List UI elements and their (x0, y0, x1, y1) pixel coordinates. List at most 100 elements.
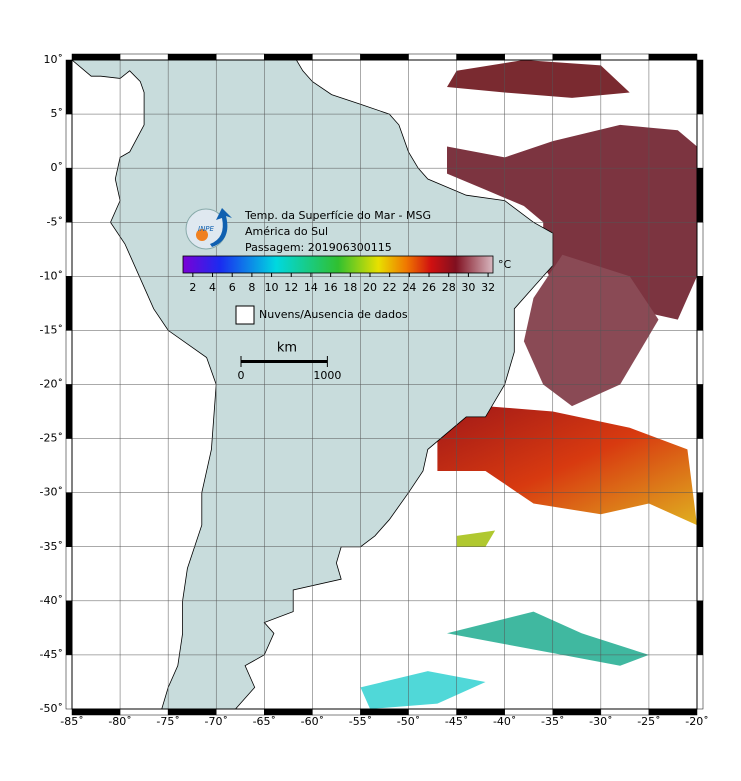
frame-band (696, 113, 704, 169)
frame-band (119, 708, 169, 716)
frame-band (696, 438, 704, 493)
sst-cold (447, 611, 649, 666)
frame-band (312, 708, 361, 716)
colorbar-tick-label: 18 (343, 281, 357, 294)
colorbar-tick-label: 24 (402, 281, 416, 294)
y-tick-label: -45˚ (40, 648, 63, 661)
frame-band (65, 438, 73, 493)
frame-band (65, 654, 73, 710)
frame-band (65, 113, 73, 169)
frame-band (552, 708, 602, 716)
frame-band (167, 708, 217, 716)
colorbar-tick-label: 4 (209, 281, 216, 294)
y-tick-label: -25˚ (40, 432, 63, 445)
frame-band (696, 492, 704, 547)
frame-band (65, 276, 73, 331)
frame-band (408, 53, 457, 61)
x-tick-label: -45˚ (445, 715, 468, 728)
scale-bar (241, 360, 328, 363)
x-tick-label: -65˚ (253, 715, 276, 728)
frame-band (65, 600, 73, 656)
colorbar-unit: °C (498, 258, 512, 271)
frame-band (119, 53, 169, 61)
frame-band (65, 167, 73, 223)
colorbar-tick-label: 12 (284, 281, 298, 294)
x-tick-label: -70˚ (204, 715, 227, 728)
frame-band (65, 330, 73, 385)
y-tick-label: -35˚ (40, 540, 63, 553)
x-tick-label: -85˚ (60, 715, 83, 728)
x-tick-label: -35˚ (541, 715, 564, 728)
sst-cold (360, 671, 486, 709)
scale-tick-label: 1000 (313, 369, 341, 382)
frame-band (65, 59, 73, 115)
colorbar-tick-label: 14 (304, 281, 318, 294)
sst-top (447, 60, 630, 98)
frame-band (600, 708, 650, 716)
frame-band (696, 167, 704, 223)
x-tick-label: -60˚ (301, 715, 324, 728)
sst-south (437, 406, 697, 526)
x-tick-label: -50˚ (397, 715, 420, 728)
y-tick-label: -50˚ (40, 702, 63, 715)
frame-band (696, 276, 704, 331)
scale-tick-label: 0 (238, 369, 245, 382)
frame-band (648, 708, 698, 716)
colorbar-tick-label: 16 (324, 281, 338, 294)
x-tick-label: -20˚ (685, 715, 708, 728)
sst-green (456, 530, 496, 547)
y-tick-label: -10˚ (40, 269, 63, 282)
frame-band (552, 53, 602, 61)
x-tick-label: -55˚ (349, 715, 372, 728)
y-tick-label: -20˚ (40, 378, 63, 391)
colorbar-tick-label: 32 (481, 281, 495, 294)
frame-band (504, 708, 554, 716)
frame-band (215, 53, 265, 61)
logo-text: INPE (198, 225, 215, 233)
frame-band (456, 53, 505, 61)
y-tick-label: -15˚ (40, 323, 63, 336)
y-tick-label: -5˚ (47, 215, 63, 228)
colorbar-tick-label: 6 (229, 281, 236, 294)
colorbar-tick-label: 8 (248, 281, 255, 294)
y-tick-label: -30˚ (40, 486, 63, 499)
frame-band (696, 546, 704, 602)
frame-band (696, 600, 704, 656)
frame-band (600, 53, 650, 61)
x-tick-label: -25˚ (637, 715, 660, 728)
colorbar-tick-label: 10 (265, 281, 279, 294)
colorbar-tick-label: 2 (189, 281, 196, 294)
frame-band (456, 708, 505, 716)
x-tick-label: -75˚ (156, 715, 179, 728)
x-tick-label: -30˚ (589, 715, 612, 728)
title-line: América do Sul (245, 225, 328, 238)
frame-band (215, 708, 265, 716)
colorbar-tick-label: 20 (363, 281, 377, 294)
frame-band (65, 546, 73, 602)
frame-band (65, 222, 73, 277)
frame-band (264, 708, 313, 716)
frame-band (264, 53, 313, 61)
frame-band (360, 708, 409, 716)
colorbar (182, 255, 494, 274)
frame-band (71, 53, 121, 61)
frame-band (504, 53, 554, 61)
logo-dot (196, 229, 208, 241)
legend-swatch (235, 305, 255, 325)
logo-arrow (210, 208, 232, 247)
colorbar-tick-label: 22 (383, 281, 397, 294)
frame-band (360, 53, 409, 61)
y-tick-label: 10˚ (44, 53, 64, 66)
frame-band (696, 654, 704, 710)
x-tick-label: -80˚ (108, 715, 131, 728)
x-tick-label: -40˚ (493, 715, 516, 728)
frame-band (696, 222, 704, 277)
frame-band (312, 53, 361, 61)
frame-band (167, 53, 217, 61)
title-line: Temp. da Superfície do Mar - MSG (244, 209, 431, 222)
y-tick-label: -40˚ (40, 594, 63, 607)
frame-band (71, 708, 121, 716)
frame-band (696, 330, 704, 385)
